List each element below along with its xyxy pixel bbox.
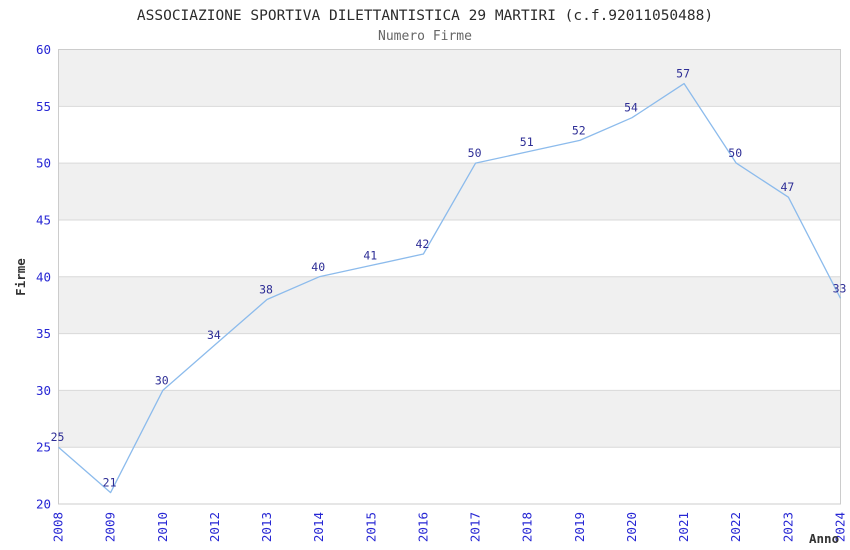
point-label: 52	[572, 123, 586, 137]
point-label: 30	[155, 373, 169, 387]
y-tick-label: 60	[36, 42, 51, 57]
point-label: 41	[363, 248, 377, 262]
x-tick-label: 2020	[624, 512, 639, 542]
y-axis-title: Firme	[13, 258, 28, 296]
point-label: 42	[415, 237, 429, 251]
x-tick-label: 2017	[468, 512, 483, 542]
plot-border	[58, 49, 841, 505]
point-label: 51	[520, 135, 534, 149]
chart-title: ASSOCIAZIONE SPORTIVA DILETTANTISTICA 29…	[137, 8, 713, 24]
x-tick-label: 2013	[259, 512, 274, 542]
chart-subtitle: Numero Firme	[378, 29, 472, 44]
plot-bands	[58, 49, 841, 448]
shaded-band	[58, 390, 841, 448]
point-label: 33	[833, 281, 847, 295]
y-tick-label: 30	[36, 383, 51, 398]
point-label: 21	[103, 476, 117, 490]
shaded-band	[58, 276, 841, 334]
y-tick-label: 50	[36, 156, 51, 171]
x-axis-ticks: 2008 2009 2010 2012 2013 2014 2015 2016 2017 2018…	[51, 512, 848, 542]
x-tick-label: 2014	[311, 512, 326, 542]
x-tick-label: 2016	[415, 512, 430, 542]
y-tick-label: 40	[36, 269, 51, 284]
x-tick-label: 2023	[780, 512, 795, 542]
x-tick-label: 2019	[572, 512, 587, 542]
shaded-band	[58, 163, 841, 220]
x-tick-label: 2012	[207, 512, 222, 542]
point-labels: 25 21 30 34 38 40 41 42 50 51 52 54 57 50 47 33	[51, 67, 847, 490]
y-tick-label: 20	[36, 497, 51, 512]
point-label: 50	[728, 146, 742, 160]
point-label: 34	[207, 328, 221, 342]
y-tick-label: 45	[36, 212, 51, 227]
x-tick-label: 2008	[51, 512, 66, 542]
x-tick-label: 2010	[155, 512, 170, 542]
point-label: 40	[311, 260, 325, 274]
x-tick-label: 2024	[833, 512, 848, 542]
y-tick-label: 25	[36, 440, 51, 455]
y-axis-ticks: 20 25 30 35 40 45 50 55 60	[36, 42, 51, 512]
x-axis-title: Anno	[809, 531, 839, 546]
x-tick-label: 2015	[363, 512, 378, 542]
y-tick-label: 55	[36, 99, 51, 114]
point-label: 50	[468, 146, 482, 160]
point-label: 57	[676, 67, 690, 81]
x-tick-label: 2021	[676, 512, 691, 542]
point-label: 38	[259, 283, 273, 297]
point-label: 54	[624, 101, 638, 115]
point-label: 47	[780, 180, 794, 194]
x-tick-label: 2022	[728, 512, 743, 542]
shaded-band	[58, 49, 841, 107]
y-tick-label: 35	[36, 326, 51, 341]
point-label: 25	[51, 430, 65, 444]
gridlines	[58, 105, 841, 448]
x-tick-label: 2018	[520, 512, 535, 542]
x-tick-label: 2009	[103, 512, 118, 542]
data-line	[58, 82, 842, 494]
